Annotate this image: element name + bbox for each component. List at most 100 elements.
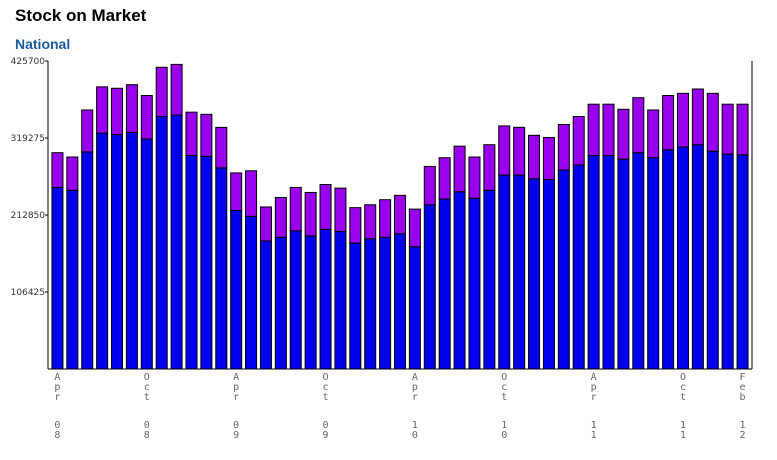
bar-upper-21: [364, 204, 377, 240]
bar-lower-43: [691, 144, 704, 370]
bar-lower-42: [676, 146, 689, 370]
bar-upper-31: [513, 126, 526, 176]
svg-text:O: O: [144, 372, 150, 383]
bar-upper-38: [617, 108, 630, 160]
chart-subtitle: National: [15, 36, 71, 52]
bar-lower-6: [140, 138, 153, 370]
bar-lower-37: [602, 155, 615, 370]
bar-upper-41: [662, 95, 675, 151]
bar-lower-19: [334, 231, 347, 370]
bar-lower-4: [111, 134, 124, 370]
x-tick-label: Apr 10Apr10: [412, 372, 418, 441]
bar-lower-33: [542, 178, 555, 370]
svg-text:t: t: [144, 392, 150, 403]
bar-upper-17: [304, 191, 317, 237]
bar-lower-1: [66, 189, 79, 370]
bars-layer: [51, 63, 749, 370]
y-tick-label: 212850: [11, 211, 46, 221]
svg-text:8: 8: [54, 430, 60, 441]
bar-upper-9: [185, 111, 198, 157]
bar-upper-25: [423, 165, 436, 206]
bar-lower-39: [632, 152, 645, 370]
bar-lower-35: [572, 164, 585, 370]
bar-lower-26: [438, 198, 451, 370]
svg-text:0: 0: [54, 420, 60, 431]
bar-lower-2: [81, 151, 94, 370]
bar-lower-18: [319, 228, 332, 370]
x-tick-label: Apr 11Apr11: [591, 372, 597, 441]
bar-upper-6: [140, 95, 153, 140]
svg-text:A: A: [591, 372, 597, 383]
svg-text:b: b: [740, 392, 746, 403]
svg-text:r: r: [233, 392, 239, 403]
bar-upper-10: [200, 113, 213, 157]
bar-lower-3: [96, 132, 109, 370]
bar-lower-9: [185, 155, 198, 370]
bar-lower-5: [125, 131, 138, 370]
svg-text:r: r: [591, 392, 597, 403]
bar-upper-12: [230, 172, 243, 212]
bar-lower-38: [617, 158, 630, 370]
svg-text:c: c: [680, 382, 686, 393]
bar-upper-45: [721, 103, 734, 155]
svg-text:p: p: [412, 382, 418, 393]
svg-text:1: 1: [591, 420, 597, 431]
bar-upper-24: [408, 208, 421, 248]
bar-upper-39: [632, 97, 645, 154]
svg-text:O: O: [323, 372, 329, 383]
y-tick-label: 319275: [11, 134, 45, 144]
bar-lower-44: [706, 150, 719, 370]
y-tick-label: 425700: [11, 57, 46, 67]
bar-lower-36: [587, 155, 600, 370]
bar-lower-14: [259, 240, 272, 370]
bar-upper-46: [736, 103, 749, 156]
bar-upper-16: [289, 186, 302, 232]
bar-lower-34: [557, 169, 570, 370]
svg-text:1: 1: [591, 430, 597, 441]
bar-upper-28: [468, 156, 481, 199]
svg-text:8: 8: [144, 430, 150, 441]
chart-title: Stock on Market: [15, 6, 147, 25]
bar-lower-15: [274, 236, 287, 370]
bar-upper-1: [66, 156, 79, 191]
bar-upper-29: [483, 144, 496, 191]
svg-text:r: r: [412, 392, 418, 403]
svg-text:0: 0: [412, 430, 418, 441]
bar-upper-18: [319, 184, 332, 230]
svg-text:c: c: [144, 382, 150, 393]
svg-text:r: r: [54, 392, 60, 403]
y-tick-label: 106425: [11, 288, 45, 298]
bar-upper-19: [334, 187, 347, 233]
bar-upper-27: [453, 145, 466, 193]
bar-upper-30: [498, 125, 511, 176]
bar-lower-41: [662, 149, 675, 370]
svg-text:O: O: [680, 372, 686, 383]
x-tick-label: Apr 08Apr08: [54, 372, 60, 441]
bar-upper-11: [215, 126, 228, 169]
bar-lower-28: [468, 197, 481, 370]
bar-upper-22: [379, 199, 392, 238]
bar-upper-0: [51, 152, 64, 188]
bar-lower-24: [408, 246, 421, 370]
svg-text:t: t: [323, 392, 329, 403]
bar-upper-26: [438, 157, 451, 200]
svg-text:2: 2: [740, 430, 746, 441]
bar-lower-32: [528, 178, 541, 370]
bar-upper-14: [259, 206, 272, 242]
svg-text:0: 0: [323, 420, 329, 431]
svg-text:p: p: [54, 382, 60, 393]
bar-lower-11: [215, 167, 228, 370]
bar-lower-17: [304, 235, 317, 370]
bar-lower-22: [379, 236, 392, 370]
bar-lower-12: [230, 210, 243, 370]
svg-text:1: 1: [680, 420, 686, 431]
svg-text:1: 1: [680, 430, 686, 441]
bar-lower-27: [453, 191, 466, 370]
bar-lower-20: [349, 242, 362, 370]
svg-text:e: e: [740, 382, 746, 393]
bar-upper-20: [349, 207, 362, 244]
svg-text:0: 0: [144, 420, 150, 431]
x-tick-label: Feb 12Feb12: [740, 372, 746, 441]
svg-text:t: t: [680, 392, 686, 403]
